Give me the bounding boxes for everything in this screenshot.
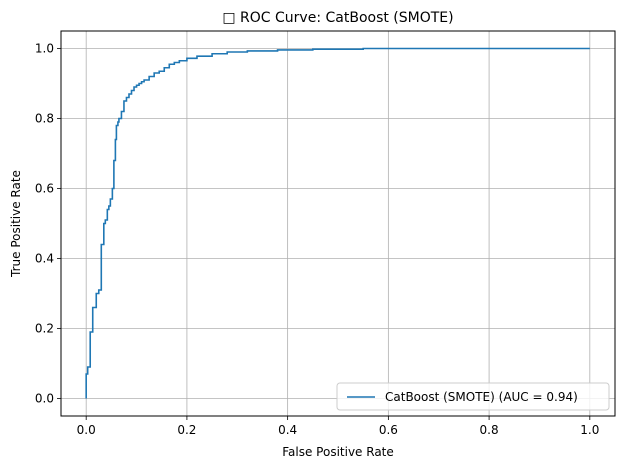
ticks: 0.0 0.2 0.4 0.6 0.8 1.0 0.0 0.2 0.4 0.6 0.8 1.0 (35, 42, 599, 438)
y-tick-label: 0.8 (35, 112, 54, 126)
x-tick-label: 0.4 (278, 423, 297, 437)
y-tick-label: 1.0 (35, 42, 54, 56)
x-tick-label: 1.0 (580, 423, 599, 437)
x-tick-label: 0.6 (379, 423, 398, 437)
y-axis-label: True Positive Rate (9, 170, 23, 278)
roc-curve-line (85, 47, 590, 399)
legend-label: CatBoost (SMOTE) (AUC = 0.94) (385, 390, 578, 404)
x-tick-label: 0.8 (480, 423, 499, 437)
x-tick-label: 0.0 (77, 423, 96, 437)
y-tick-label: 0.6 (35, 182, 54, 196)
y-tick-label: 0.4 (35, 252, 54, 266)
y-tick-label: 0.2 (35, 322, 54, 336)
y-tick-label: 0.0 (35, 392, 54, 406)
x-axis-label: False Positive Rate (282, 445, 394, 459)
series-layer (85, 47, 590, 399)
plot-frame (60, 30, 616, 417)
grid (61, 31, 615, 416)
chart-title: □ ROC Curve: CatBoost (SMOTE) (222, 10, 453, 26)
legend-box (336, 382, 610, 411)
legend: CatBoost (SMOTE) (AUC = 0.94) (336, 382, 610, 411)
x-tick-label: 0.2 (177, 423, 196, 437)
